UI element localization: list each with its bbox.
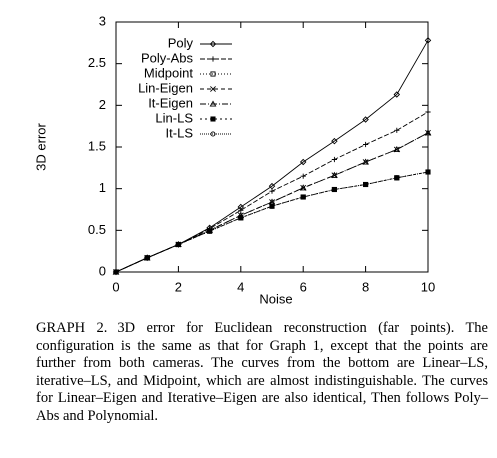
marker (362, 158, 369, 165)
marker (113, 269, 119, 275)
marker (269, 203, 275, 209)
marker (238, 215, 244, 221)
marker (363, 181, 369, 188)
marker (299, 158, 307, 166)
series-line (115, 171, 429, 273)
legend-label: Lin-LS (155, 110, 193, 125)
marker (363, 141, 369, 148)
y-tick-label: 0.5 (88, 222, 106, 237)
marker (393, 145, 401, 153)
caption-label: GRAPH 2. (36, 320, 108, 336)
series-line (115, 171, 429, 273)
marker (331, 186, 337, 193)
marker (393, 91, 401, 98)
marker (425, 109, 431, 115)
marker (144, 255, 150, 261)
x-tick-label: 6 (300, 279, 307, 294)
legend-marker (209, 100, 217, 107)
legend-marker (210, 116, 216, 122)
legend-label: Lin-Eigen (138, 80, 193, 95)
marker (269, 188, 275, 194)
marker (362, 116, 369, 123)
legend-label: It-LS (166, 125, 194, 140)
y-tick-label: 1 (99, 180, 106, 195)
x-tick-label: 10 (421, 279, 435, 294)
x-tick-label: 0 (112, 279, 119, 294)
marker (331, 171, 338, 178)
caption-text: 3D error for Euclidean reconstruction (f… (36, 320, 488, 424)
x-tick-label: 8 (362, 279, 369, 294)
marker (331, 156, 337, 163)
marker (300, 173, 306, 179)
marker (425, 169, 431, 175)
x-tick-label: 2 (175, 279, 182, 294)
marker (175, 241, 181, 248)
marker (394, 127, 400, 133)
y-tick-label: 3 (99, 13, 106, 28)
x-tick-label: 4 (237, 279, 244, 294)
legend-marker (209, 40, 217, 48)
marker (424, 37, 432, 44)
series-line (115, 171, 429, 273)
marker (300, 194, 306, 200)
y-tick-label: 1.5 (88, 138, 106, 153)
y-axis-label: 3D error (33, 122, 48, 170)
legend-marker (210, 131, 216, 137)
caption: GRAPH 2. 3D error for Euclidean reconstru… (36, 320, 488, 425)
legend-marker (210, 86, 216, 92)
legend-marker (210, 56, 216, 62)
chart: Noise 3D error 0 0.5 1 1.5 2 2.5 3 0 2 4 6 8 10 PolyP… (33, 13, 435, 306)
y-tick-label: 0 (99, 263, 106, 278)
legend-label: It-Eigen (148, 95, 193, 110)
legend-label: Midpoint (144, 65, 194, 80)
legend-label: Poly-Abs (141, 50, 194, 65)
marker (424, 129, 432, 136)
marker (299, 184, 307, 191)
legend-marker (210, 71, 216, 77)
x-axis-label: Noise (259, 291, 292, 306)
y-tick-label: 2 (99, 97, 106, 112)
y-tick-label: 2.5 (88, 55, 106, 70)
marker (207, 228, 213, 234)
marker (394, 175, 400, 181)
marker (331, 137, 338, 145)
legend-label: Poly (168, 35, 194, 50)
